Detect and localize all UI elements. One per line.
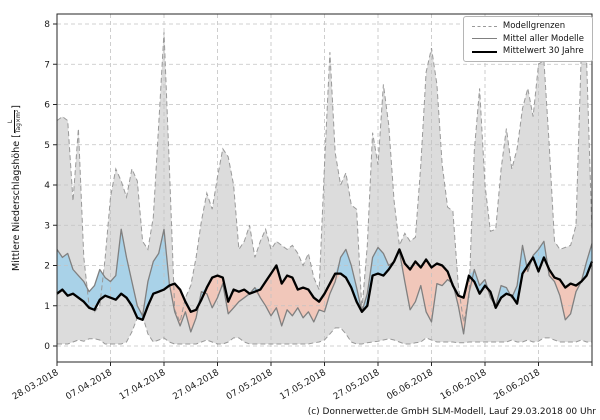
y-tick-label: 7 [44,60,50,70]
y-axis-label: Mittlere Niederschlagshöhe [L Tag×m²] [5,8,27,368]
gridlines [57,14,592,362]
lower-bound-line [57,315,592,345]
x-tick-label: 28.03.2018 [11,368,61,403]
x-tick-label: 27.05.2018 [332,368,382,403]
y-tick-label: 2 [44,262,50,272]
x-tick-label: 17.05.2018 [278,368,328,403]
dashed-line-icon [471,25,497,27]
y-tick-label: 0 [44,342,50,352]
legend-label: Mittel aller Modelle [502,33,584,44]
y-tick-label: 1 [44,302,50,312]
x-tick-label: 07.04.2018 [64,368,114,403]
legend: Modellgrenzen Mittel aller Modelle Mitte… [462,16,593,62]
x-tick-label: 27.04.2018 [171,368,221,403]
legend-item-mittelwert-30-jahre: Mittelwert 30 Jahre [471,46,584,57]
ensemble-mean-line [56,228,593,335]
y-axis-label-text: Mittlere Niederschlagshöhe [ [10,134,22,271]
y-tick-label: 4 [44,181,50,191]
y-axis-unit-fraction: L Tag×m² [7,109,23,134]
y-tick-label: 3 [44,221,50,231]
mean-30y-line [56,248,594,321]
y-tick-label: 6 [44,101,50,111]
x-tick-label: 07.05.2018 [225,368,275,403]
credit-text: (c) Donnerwetter.de GmbH SLM-Modell, Lau… [307,407,596,417]
legend-label: Mittelwert 30 Jahre [502,46,584,57]
x-tick-label: 16.06.2018 [439,368,489,403]
model-spread-band [57,32,592,344]
upper-bound-line [56,32,593,324]
legend-item-modellgrenzen: Modellgrenzen [471,21,584,32]
legend-label: Modellgrenzen [502,21,566,31]
y-tick-label: 8 [44,20,50,30]
y-axis-unit-denominator: Tag×m² [14,109,23,134]
thick-line-icon [471,50,497,53]
y-tick-label: 5 [44,141,50,151]
x-tick-label: 06.06.2018 [385,368,435,403]
y-axis-label-bracket: ] [10,105,22,109]
x-tick-label: 26.06.2018 [492,368,542,403]
x-tick-label: 17.04.2018 [118,368,168,403]
solid-line-icon [471,38,497,40]
legend-item-mittel-aller-modelle: Mittel aller Modelle [471,33,584,45]
tick-marks [53,23,593,366]
